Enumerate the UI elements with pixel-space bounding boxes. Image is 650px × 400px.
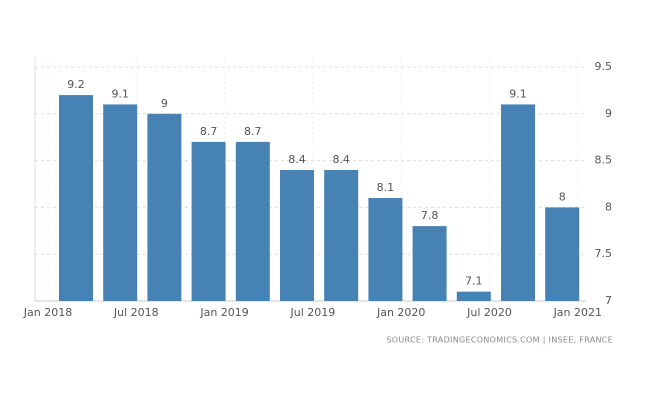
x-tick-label: Jul 2020 — [466, 306, 512, 319]
value-label: 8.4 — [288, 153, 306, 166]
bar — [191, 141, 226, 301]
value-label: 7.1 — [465, 275, 483, 288]
x-tick-label: Jul 2018 — [113, 306, 159, 319]
bar — [545, 207, 580, 301]
value-label: 8.4 — [332, 153, 350, 166]
bar — [59, 95, 93, 301]
bar — [103, 104, 138, 301]
bar — [147, 113, 182, 301]
bar — [501, 104, 535, 301]
value-label: 9.1 — [509, 87, 527, 100]
bar — [235, 141, 270, 301]
y-tick-label: 9.5 — [595, 60, 613, 73]
y-tick-label: 9 — [605, 107, 612, 120]
bar — [368, 198, 403, 301]
value-label: 7.8 — [421, 209, 439, 222]
x-tick-label: Jan 2021 — [553, 306, 602, 319]
bar — [324, 169, 359, 301]
value-label: 8.7 — [244, 125, 262, 138]
y-tick-label: 7 — [605, 294, 612, 307]
value-label: 8 — [559, 190, 566, 203]
y-tick-label: 7.5 — [595, 247, 613, 260]
value-label: 9.1 — [111, 87, 129, 100]
x-tick-label: Jan 2020 — [376, 306, 425, 319]
bar — [456, 291, 491, 301]
x-tick-label: Jan 2019 — [199, 306, 248, 319]
bar — [412, 226, 447, 301]
value-label: 9 — [161, 97, 168, 110]
x-tick-label: Jul 2019 — [290, 306, 336, 319]
value-label: 8.1 — [377, 181, 395, 194]
y-tick-label: 8.5 — [595, 154, 613, 167]
source-note: SOURCE: TRADINGECONOMICS.COM | INSEE, FR… — [386, 336, 613, 345]
y-tick-label: 8 — [605, 200, 612, 213]
x-tick-label: Jan 2018 — [23, 306, 72, 319]
value-label: 9.2 — [67, 78, 85, 91]
bar — [280, 169, 314, 301]
value-label: 8.7 — [200, 125, 218, 138]
